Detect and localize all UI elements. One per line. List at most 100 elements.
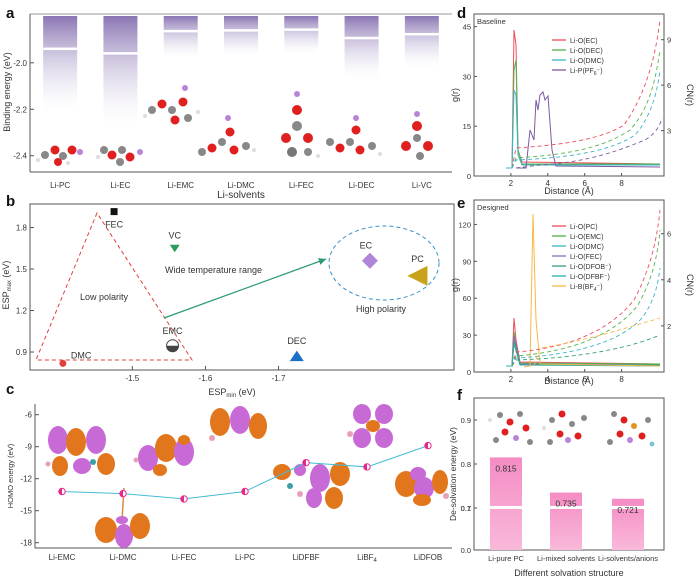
panel-a: a -2.0-2.2-2.4 Li-PC Li-EC Li-EMC Li-DMC Li-…	[2, 5, 452, 201]
value-label-li-pure-pc: 0.815	[495, 463, 517, 473]
bar-axis-break-li-pc	[43, 47, 78, 51]
x-tick-label: -1.6	[199, 374, 213, 383]
e-li-b-bf4-rdf	[523, 213, 661, 368]
y-tick-label: 0.9	[461, 416, 471, 425]
panel-c-series	[58, 441, 432, 503]
legend-label-li-o-dfbf: Li-O(DFBF⁻)	[570, 274, 610, 281]
y-tick-label: 0.1	[461, 504, 471, 513]
bar-axis-break-li-mixed-solvents	[549, 506, 583, 509]
value-label-li-mixed-solvents: 0.735	[555, 499, 577, 509]
y2-tick-label: 6	[667, 230, 671, 239]
panel-f-ylabel: De-solvation energy (eV)	[448, 427, 458, 521]
y-tick-label: 30	[463, 72, 471, 81]
bar-li-pc	[43, 16, 78, 112]
y-tick-label: 0	[467, 368, 471, 377]
legend-label-li-o-ec: Li-O(EC)	[570, 38, 598, 45]
point-dmc	[59, 359, 67, 367]
x-tick-label: 4	[546, 375, 551, 384]
lidfbf-homo-orbital-image	[273, 462, 350, 509]
y-tick-label: 1.2	[16, 307, 28, 316]
y-tick-label: 120	[458, 220, 471, 229]
d-li-o-dmc-rdf	[506, 89, 660, 169]
bar-li-emc	[163, 16, 198, 59]
y-tick-label: -2.2	[13, 105, 27, 114]
y2-tick-label: 2	[667, 322, 671, 331]
panel-label-a: a	[6, 5, 15, 22]
panel-b-ylabel: ESPmax (eV)	[1, 261, 13, 310]
panel-a-bars	[43, 16, 439, 126]
panel-e-ylabel: g(r)	[450, 278, 460, 292]
panel-c: c -6 -9 -12 -15 -18 HOMO energy (eV)	[6, 381, 452, 564]
y-tick-label: -6	[25, 411, 33, 420]
lidfob-homo-orbital-image	[395, 467, 449, 506]
e-li-o-emc-rdf	[506, 331, 661, 367]
category-label-li-pc: Li-PC	[235, 553, 255, 562]
bar-li-vc	[404, 16, 439, 68]
point-label-vc: VC	[168, 230, 181, 240]
d-li-o-dec-cn	[511, 49, 661, 169]
low-polarity-triangle	[35, 211, 193, 361]
d-li-p-pf6-rdf	[516, 91, 661, 169]
panel-d-ticks: 2 4 6 8 45 30 15 0 9 6 3	[463, 23, 672, 188]
x-tick-label: -1.7	[272, 374, 286, 383]
panel-b-xlabel: ESPmin (eV)	[208, 387, 255, 399]
li-emc-homo-orbital-image	[45, 426, 115, 476]
x-tick-label: 2	[509, 179, 514, 188]
e-li-o-dfbf-rdf	[506, 343, 661, 367]
legend-label-li-o-dfob: Li-O(DFOB⁻)	[570, 264, 611, 271]
e-li-o-emc-cn	[511, 229, 661, 367]
category-label-li-emc: Li-EMC	[49, 553, 76, 562]
d-li-p-pf6-cn	[515, 117, 663, 169]
panel-label-e: e	[457, 195, 465, 212]
panel-b: b -1.5 -1.6 -1.7 1.8 1.5 1.2 0.9 ESPmax (eV) E…	[1, 193, 455, 399]
panel-d-ylabel2: CN(r)	[685, 84, 694, 106]
point-label-pc: PC	[411, 254, 424, 264]
point-vc	[169, 244, 180, 253]
y-tick-label: -12	[20, 475, 32, 484]
bar-li-dec	[344, 16, 379, 80]
panel-b-ticks: -1.5 -1.6 -1.7 1.8 1.5 1.2 0.9	[16, 224, 286, 383]
panel-e-title: Designed	[477, 203, 509, 212]
panel-f-bars: 0.815 Li-pure PC 0.735 Li-mixed solvents 0.7…	[488, 457, 658, 563]
point-label-emc: EMC	[163, 326, 184, 336]
point-pc	[407, 265, 428, 286]
bar-li-pure-pc	[490, 457, 522, 550]
x-tick-label: 6	[582, 375, 587, 384]
li-fec-homo-orbital-image	[133, 434, 194, 476]
category-label-li-fec: Li-FEC	[172, 553, 197, 562]
bar-axis-break-li-ec	[103, 52, 138, 55]
bar-li-fec	[284, 16, 319, 54]
homo-point-fill-lidfbf	[302, 459, 306, 466]
y-tick-label: 60	[463, 294, 471, 303]
panel-e: e Designed g(r) CN(r) Distance (Å) 2 4 6 8 1…	[450, 195, 694, 386]
x-tick-label: -1.5	[125, 374, 139, 383]
point-label-ec: EC	[360, 241, 373, 251]
y-tick-label: -9	[25, 443, 33, 452]
li-dec-molecule-image	[326, 115, 382, 156]
x-tick-label: 2	[509, 375, 514, 384]
li-pure-pc-cluster-image	[488, 411, 533, 445]
panel-label-d: d	[457, 5, 466, 22]
y-tick-label: 0.8	[461, 460, 471, 469]
homo-point-fill-li-emc	[58, 488, 62, 495]
panel-e-frame	[473, 199, 665, 373]
panel-b-points: FEC VC EC PC EMC DMC DEC	[59, 208, 428, 367]
e-li-o-pc-cn	[511, 209, 661, 367]
e-li-o-dfob-cn	[511, 334, 661, 367]
x-tick-label: 4	[546, 179, 551, 188]
category-label-li-fec: Li-FEC	[289, 181, 314, 190]
panel-d-ylabel: g(r)	[450, 88, 460, 102]
li-dmc-homo-orbital-image	[95, 487, 150, 548]
li-pc-homo-orbital-image	[209, 406, 267, 441]
panel-e-ylabel2: CN(r)	[685, 274, 694, 296]
panel-d-curves	[506, 19, 663, 169]
category-label-li-solvents-anions: Li-solvents/anions	[598, 554, 658, 563]
bar-axis-break-li-fec	[284, 28, 319, 31]
libf4-homo-orbital-image	[347, 404, 393, 448]
low-polarity-label: Low polarity	[80, 292, 129, 302]
y-tick-label: 15	[463, 122, 471, 131]
panel-a-categories: Li-PC Li-EC Li-EMC Li-DMC Li-FEC Li-DEC Li-VC	[50, 181, 432, 190]
panel-a-ylabel: Binding energy (eV)	[2, 52, 12, 132]
high-polarity-label: High polarity	[356, 304, 407, 314]
